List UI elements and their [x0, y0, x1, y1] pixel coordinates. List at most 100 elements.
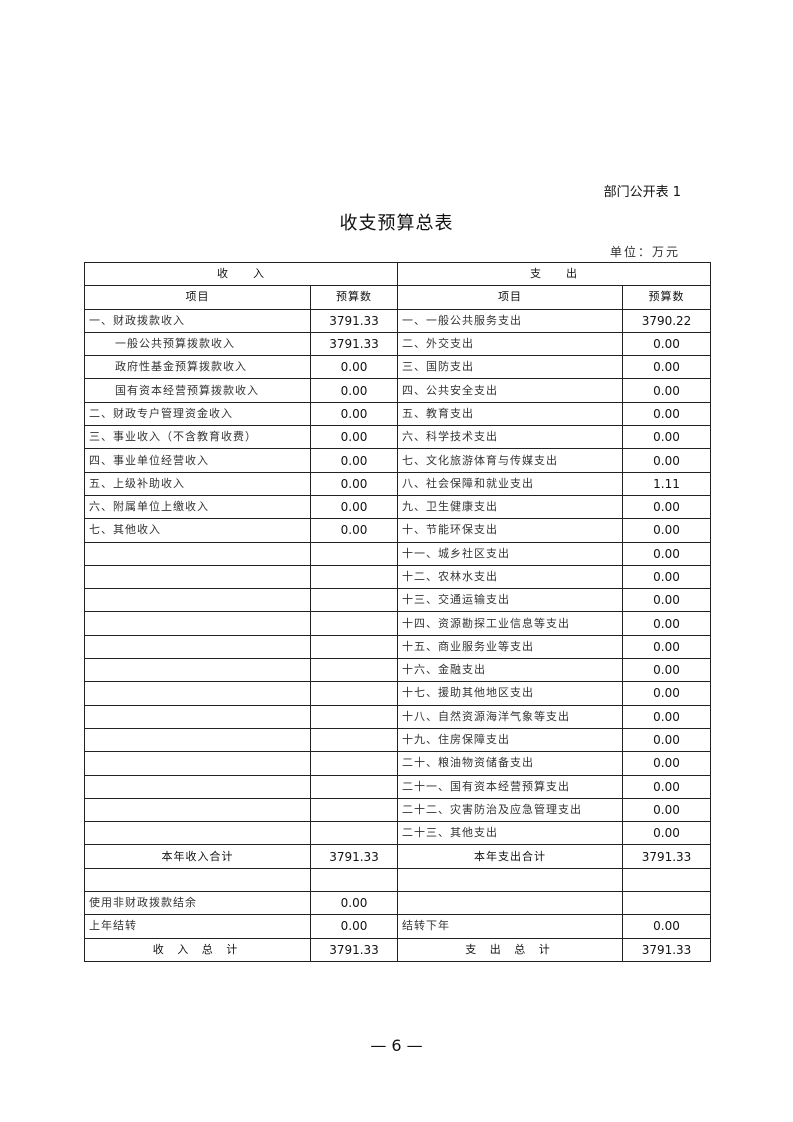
table-row: 一般公共预算拨款收入 3791.33 二、外交支出 0.00 — [84, 331, 711, 357]
expense-budget-cell: 0.00 — [622, 611, 711, 636]
table-row: 二十二、灾害防治及应急管理支出 0.00 — [84, 797, 711, 823]
expense-item-cell: 结转下年 — [397, 914, 623, 939]
income-budget-cell: 0.00 — [310, 401, 398, 427]
income-budget-cell — [310, 588, 398, 613]
table-row: 四、事业单位经营收入 0.00 七、文化旅游体育与传媒支出 0.00 — [84, 448, 711, 473]
section-header-row: 收 入 支 出 — [84, 261, 711, 287]
income-item-cell: 四、事业单位经营收入 — [84, 448, 311, 473]
expense-item-cell: 十五、商业服务业等支出 — [397, 634, 623, 660]
income-item-cell: 使用非财政拨款结余 — [84, 891, 311, 916]
income-item-cell: 上年结转 — [84, 914, 311, 939]
income-budget-cell — [310, 634, 398, 660]
expense-budget-cell: 0.00 — [622, 541, 711, 566]
table-row: 二、财政专户管理资金收入 0.00 五、教育支出 0.00 — [84, 401, 711, 427]
income-budget-cell — [310, 541, 398, 566]
column-header-row: 项目 预算数 项目 预算数 — [84, 285, 711, 310]
table-row: 二十三、其他支出 0.00 — [84, 821, 711, 846]
income-item-cell — [84, 611, 311, 636]
expense-item-cell: 十七、援助其他地区支出 — [397, 681, 623, 706]
income-budget-cell — [310, 658, 398, 683]
expense-budget-cell: 0.00 — [622, 658, 711, 683]
income-item-cell: 六、附属单位上缴收入 — [84, 494, 311, 520]
expense-budget-cell: 0.00 — [622, 378, 711, 403]
income-budget-cell — [310, 704, 398, 729]
expense-budget-cell: 0.00 — [622, 564, 711, 590]
blank-row — [84, 867, 711, 893]
income-item-cell: 七、其他收入 — [84, 518, 311, 543]
income-item-cell: 一、财政拨款收入 — [84, 308, 311, 333]
income-item-cell: 三、事业收入（不含教育收费） — [84, 425, 311, 450]
expense-item-cell: 四、公共安全支出 — [397, 378, 623, 403]
income-item-header: 项目 — [84, 285, 311, 310]
income-budget-cell: 0.00 — [310, 914, 398, 939]
page-title: 收支预算总表 — [339, 213, 454, 234]
income-item-cell — [84, 658, 311, 683]
income-section-header: 收 入 — [84, 261, 398, 287]
expense-budget-cell: 0.00 — [622, 797, 711, 823]
income-budget-cell — [310, 867, 398, 893]
income-budget-cell: 0.00 — [310, 518, 398, 543]
table-row: 十九、住房保障支出 0.00 — [84, 727, 711, 753]
expense-item-cell: 二、外交支出 — [397, 331, 623, 357]
expense-item-cell: 十二、农林水支出 — [397, 564, 623, 590]
expense-item-cell: 十三、交通运输支出 — [397, 588, 623, 613]
income-budget-cell: 3791.33 — [310, 308, 398, 333]
table-row: 十三、交通运输支出 0.00 — [84, 588, 711, 613]
income-item-cell: 政府性基金预算拨款收入 — [84, 355, 311, 380]
table-row: 政府性基金预算拨款收入 0.00 三、国防支出 0.00 — [84, 355, 711, 380]
income-budget-cell: 3791.33 — [310, 844, 398, 869]
expense-item-cell: 二十一、国有资本经营预算支出 — [397, 774, 623, 799]
income-item-cell: 收 入 总 计 — [84, 937, 311, 962]
expense-item-cell: 八、社会保障和就业支出 — [397, 471, 623, 496]
income-item-cell — [84, 821, 311, 846]
expense-item-cell: 六、科学技术支出 — [397, 425, 623, 450]
expense-item-cell: 十六、金融支出 — [397, 658, 623, 683]
expense-budget-cell: 0.00 — [622, 331, 711, 357]
expense-item-cell: 十一、城乡社区支出 — [397, 541, 623, 566]
income-item-cell — [84, 541, 311, 566]
expense-section-header: 支 出 — [397, 261, 711, 287]
income-budget-cell — [310, 774, 398, 799]
income-budget-cell: 0.00 — [310, 471, 398, 496]
income-item-cell — [84, 564, 311, 590]
income-item-cell — [84, 681, 311, 706]
nonfiscal-balance-row: 使用非财政拨款结余 0.00 — [84, 891, 711, 916]
expense-budget-cell — [622, 891, 711, 916]
expense-budget-cell: 0.00 — [622, 774, 711, 799]
expense-budget-cell: 0.00 — [622, 518, 711, 543]
expense-budget-cell: 0.00 — [622, 588, 711, 613]
income-budget-cell — [310, 727, 398, 753]
table-row: 五、上级补助收入 0.00 八、社会保障和就业支出 1.11 — [84, 471, 711, 496]
expense-budget-cell: 3791.33 — [622, 937, 711, 962]
expense-item-cell: 十九、住房保障支出 — [397, 727, 623, 753]
expense-budget-cell: 0.00 — [622, 355, 711, 380]
income-budget-cell — [310, 611, 398, 636]
table-row: 十一、城乡社区支出 0.00 — [84, 541, 711, 566]
income-item-cell — [84, 797, 311, 823]
expense-item-cell: 九、卫生健康支出 — [397, 494, 623, 520]
expense-budget-header: 预算数 — [622, 285, 711, 310]
expense-item-cell: 五、教育支出 — [397, 401, 623, 427]
table-row: 三、事业收入（不含教育收费） 0.00 六、科学技术支出 0.00 — [84, 425, 711, 450]
income-item-cell: 一般公共预算拨款收入 — [84, 331, 311, 357]
expense-item-cell — [397, 867, 623, 893]
expense-budget-cell: 0.00 — [622, 751, 711, 776]
expense-item-cell: 二十、粮油物资储备支出 — [397, 751, 623, 776]
page-number: — 6 — — [370, 1036, 423, 1055]
expense-item-cell: 七、文化旅游体育与传媒支出 — [397, 448, 623, 473]
expense-budget-cell: 1.11 — [622, 471, 711, 496]
expense-item-cell: 十四、资源勘探工业信息等支出 — [397, 611, 623, 636]
income-item-cell: 二、财政专户管理资金收入 — [84, 401, 311, 427]
expense-item-cell: 一、一般公共服务支出 — [397, 308, 623, 333]
income-budget-cell — [310, 797, 398, 823]
table-row: 十六、金融支出 0.00 — [84, 658, 711, 683]
income-budget-cell — [310, 681, 398, 706]
expense-item-cell: 十八、自然资源海洋气象等支出 — [397, 704, 623, 729]
income-budget-cell: 0.00 — [310, 425, 398, 450]
table-row: 七、其他收入 0.00 十、节能环保支出 0.00 — [84, 518, 711, 543]
expense-budget-cell: 3791.33 — [622, 844, 711, 869]
expense-item-cell: 支 出 总 计 — [397, 937, 623, 962]
income-budget-cell — [310, 751, 398, 776]
table-row: 十四、资源勘探工业信息等支出 0.00 — [84, 611, 711, 636]
expense-item-cell: 二十二、灾害防治及应急管理支出 — [397, 797, 623, 823]
